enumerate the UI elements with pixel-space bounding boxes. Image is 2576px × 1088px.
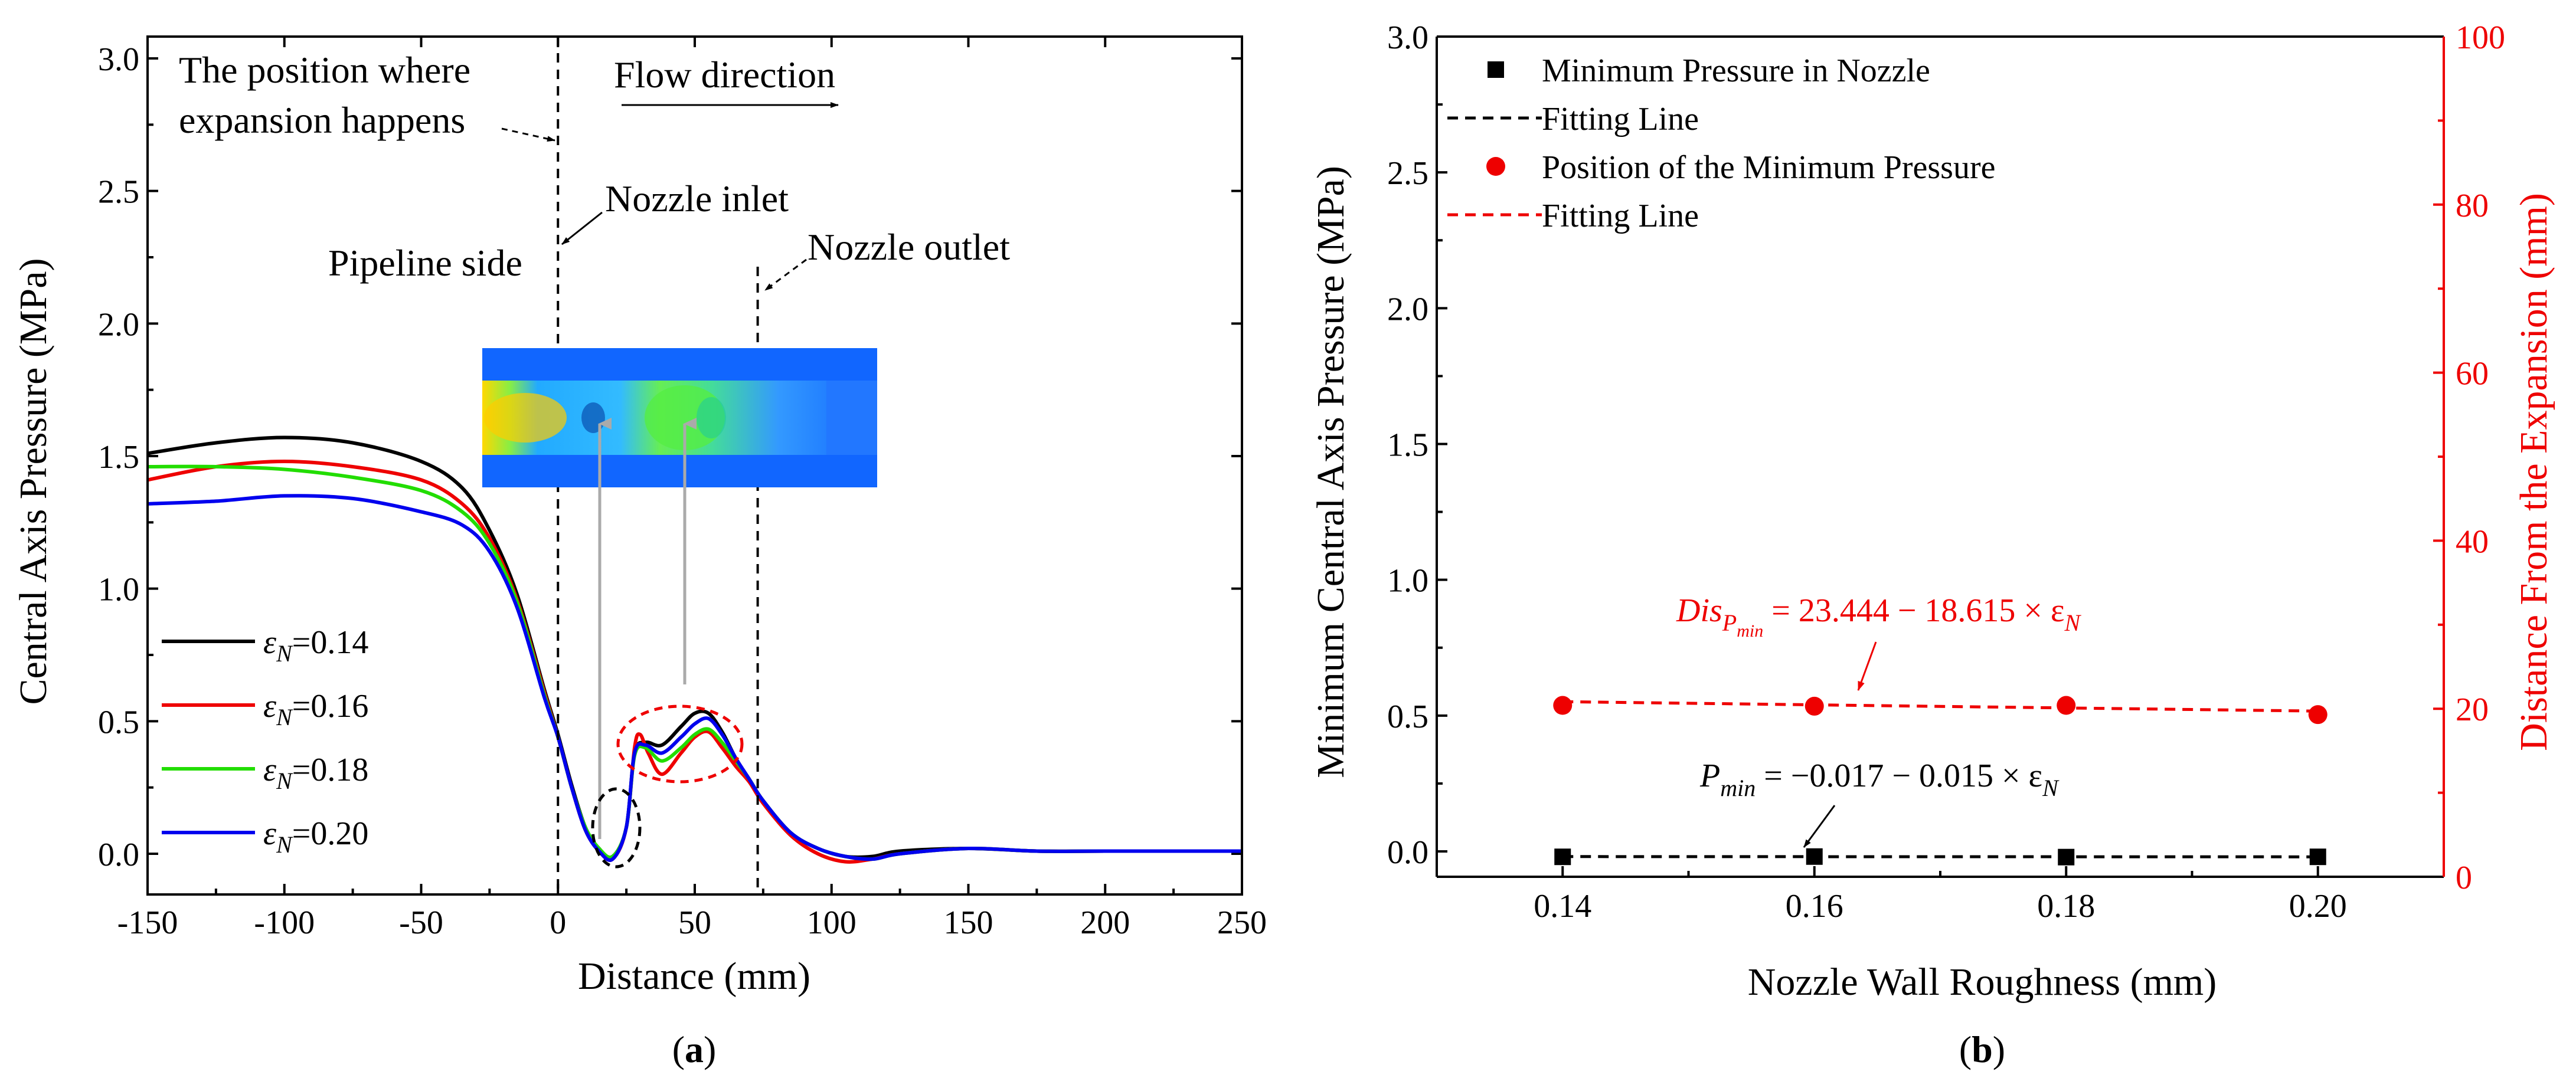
panel-b-legend: Minimum Pressure in Nozzle Fitting Line Po… (1447, 53, 1995, 234)
panel-b: 0.14 0.16 0.18 0.20 0.0 0.5 1.0 1.5 2.0 2.5 3.0 0 20… (1309, 19, 2555, 1070)
pressure-fit-pointer (1803, 805, 1836, 848)
panel-b-y2label: Distance From the Expansion (mm) (2512, 193, 2555, 751)
cfd-contour-inset (482, 348, 877, 487)
legend-label: Fitting Line (1542, 101, 1699, 137)
series-line-eps-0.16 (147, 460, 1242, 864)
panel-a-xtick-label: 0 (550, 905, 566, 941)
panel-a-xtick-label: 150 (944, 905, 993, 941)
legend-label: εN=0.14 (263, 624, 368, 667)
minimum-circle (591, 787, 642, 869)
panel-a-xtick-label: -50 (399, 905, 443, 941)
panel-b-y2tick-label: 100 (2456, 19, 2505, 56)
legend-label: Minimum Pressure in Nozzle (1542, 53, 1930, 89)
panel-a-xtick-label: -150 (117, 905, 178, 941)
panel-b-xtick-label: 0.14 (1534, 888, 1591, 925)
expansion-text-line2: expansion happens (179, 99, 465, 141)
panel-b-xtick-label: 0.20 (2289, 888, 2347, 925)
panel-b-ytick-label: 1.5 (1387, 427, 1428, 464)
panel-a-xtick-label: 50 (678, 905, 711, 941)
panel-b-ticks: 0.14 0.16 0.18 0.20 0.0 0.5 1.0 1.5 2.0 2.5 3.0 0 20… (1387, 19, 2505, 925)
legend-label: Position of the Minimum Pressure (1542, 149, 1995, 186)
panel-a-ytick-label: 1.5 (98, 439, 139, 476)
panel-b-xtick-label: 0.16 (1786, 888, 1843, 925)
fit-line-right (1562, 700, 2318, 713)
nozzle-outlet-text: Nozzle outlet (808, 226, 1010, 268)
series-line-eps-0.18 (147, 464, 1242, 861)
distance-fit-pointer (1857, 641, 1877, 691)
legend-label: εN=0.20 (263, 815, 368, 858)
expansion-text-line1: The position where (179, 49, 470, 91)
panel-a-legend: εN=0.14 εN=0.16 εN=0.18 εN=0.20 (162, 624, 368, 858)
panel-b-y2tick-label: 20 (2456, 692, 2489, 728)
panel-b-y2tick-label: 0 (2456, 860, 2472, 896)
distance-fit-equation: DisPmin = 23.444 − 18.615 × εN (1676, 592, 2082, 641)
panel-a-ytick-label: 0.5 (98, 704, 139, 740)
panel-a-xlabel: Distance (mm) (578, 955, 810, 998)
position-point (2308, 705, 2327, 725)
panel-b-caption: (b) (1959, 1028, 2005, 1070)
panel-b-series (1553, 696, 2327, 866)
panel-a: -150 -100 -50 0 50 100 150 200 250 0.0 0.5 1.0 1.5 2.… (12, 35, 1267, 1070)
panel-b-ylabel: Minimum Central Axis Pressure (MPa) (1309, 166, 1352, 778)
nozzle-inlet-text: Nozzle inlet (605, 178, 789, 219)
panel-b-ytick-label: 2.5 (1387, 155, 1428, 192)
panel-a-ytick-label: 2.5 (98, 174, 139, 211)
panel-a-caption: (a) (672, 1028, 717, 1070)
pipeline-side-text: Pipeline side (328, 242, 522, 284)
peak-circle (616, 704, 744, 784)
panel-b-y2tick-label: 80 (2456, 188, 2489, 224)
panel-b-xtick-label: 0.18 (2037, 888, 2095, 925)
panel-a-ylabel: Central Axis Pressure (MPa) (12, 258, 55, 704)
legend-label: εN=0.16 (263, 688, 368, 730)
panel-a-xtick-label: 100 (807, 905, 857, 941)
panel-a-xtick-label: -100 (254, 905, 315, 941)
panel-a-xtick-label: 250 (1217, 905, 1267, 941)
legend-marker-square (1488, 61, 1504, 78)
legend-label: εN=0.18 (263, 752, 368, 794)
panel-b-xlabel: Nozzle Wall Roughness (mm) (1748, 961, 2217, 1004)
panel-a-ytick-label: 1.0 (98, 572, 139, 608)
legend-marker-circle (1486, 157, 1505, 176)
position-point (1553, 696, 1573, 715)
panel-a-frame (146, 35, 1243, 896)
nozzle-inlet-pointer (561, 211, 603, 245)
position-point (2057, 696, 2076, 715)
panel-a-ytick-label: 2.0 (98, 306, 139, 343)
panel-b-ytick-label: 2.0 (1387, 291, 1428, 327)
panel-a-ticks: -150 -100 -50 0 50 100 150 200 250 0.0 0.5 1.0 1.5 2.… (98, 37, 1267, 941)
panel-b-y2tick-label: 60 (2456, 356, 2489, 392)
expansion-pointer (501, 127, 555, 142)
panel-b-ytick-label: 3.0 (1387, 19, 1428, 56)
panel-b-ytick-label: 0.5 (1387, 699, 1428, 735)
nozzle-outlet-pointer (764, 258, 807, 291)
legend-label: Fitting Line (1542, 198, 1699, 234)
flow-direction-text: Flow direction (614, 54, 835, 96)
panel-a-series (147, 435, 1242, 864)
panel-a-xtick-label: 200 (1080, 905, 1130, 941)
panel-b-ytick-label: 0.0 (1387, 834, 1428, 871)
panel-a-ytick-label: 3.0 (98, 41, 139, 78)
panel-a-ytick-label: 0.0 (98, 837, 139, 873)
panel-b-y2tick-label: 40 (2456, 523, 2489, 560)
panel-b-ytick-label: 1.0 (1387, 563, 1428, 599)
pressure-fit-equation: Pmin = −0.017 − 0.015 × εN (1699, 758, 2060, 801)
series-line-eps-0.20 (147, 494, 1242, 862)
